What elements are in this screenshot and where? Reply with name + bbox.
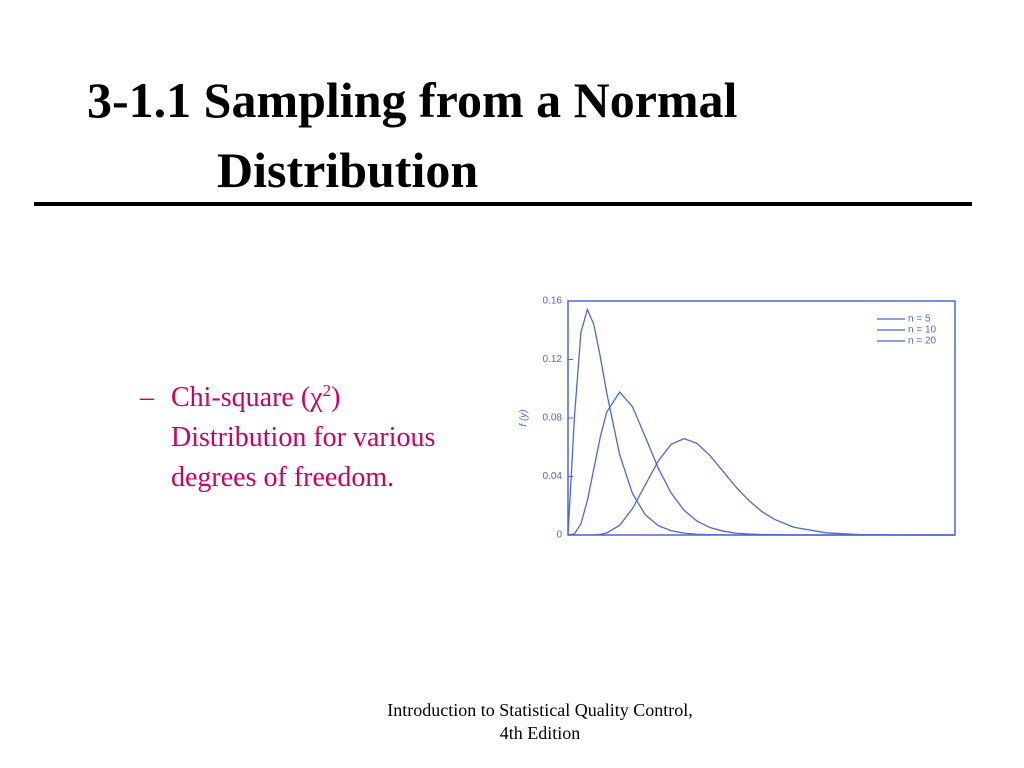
y-tick-label: 0.12 (543, 354, 563, 365)
y-axis-label: f (y) (519, 409, 530, 426)
superscript: 2 (322, 381, 332, 400)
legend-label: n = 10 (908, 325, 937, 336)
title-rule (34, 202, 972, 206)
y-tick-label: 0.04 (543, 471, 563, 482)
series-line (567, 391, 955, 536)
bullet-line: Chi-square (χ2) (171, 378, 340, 418)
plot-frame (567, 300, 956, 536)
series-line (568, 437, 955, 536)
bullet-line: Distribution for various (171, 422, 436, 453)
legend-label: n = 20 (908, 336, 937, 347)
title-line: 3-1.1 Sampling from a Normal (87, 72, 738, 128)
bullet-marker: – (140, 382, 154, 413)
y-tick-label: 0 (556, 530, 562, 541)
y-tick-label: 0.16 (543, 296, 563, 307)
footer-line: Introduction to Statistical Quality Cont… (387, 700, 693, 720)
bullet-text: Chi-square (χ (171, 382, 323, 413)
legend-label: n = 5 (908, 314, 931, 325)
title-line: Distribution (217, 142, 479, 198)
y-tick-label: 0.08 (543, 413, 563, 424)
bullet-text: ) (331, 382, 341, 413)
series-line (567, 307, 955, 536)
bullet-line: degrees of freedom. (171, 462, 395, 493)
footer-line: 4th Edition (499, 723, 581, 743)
